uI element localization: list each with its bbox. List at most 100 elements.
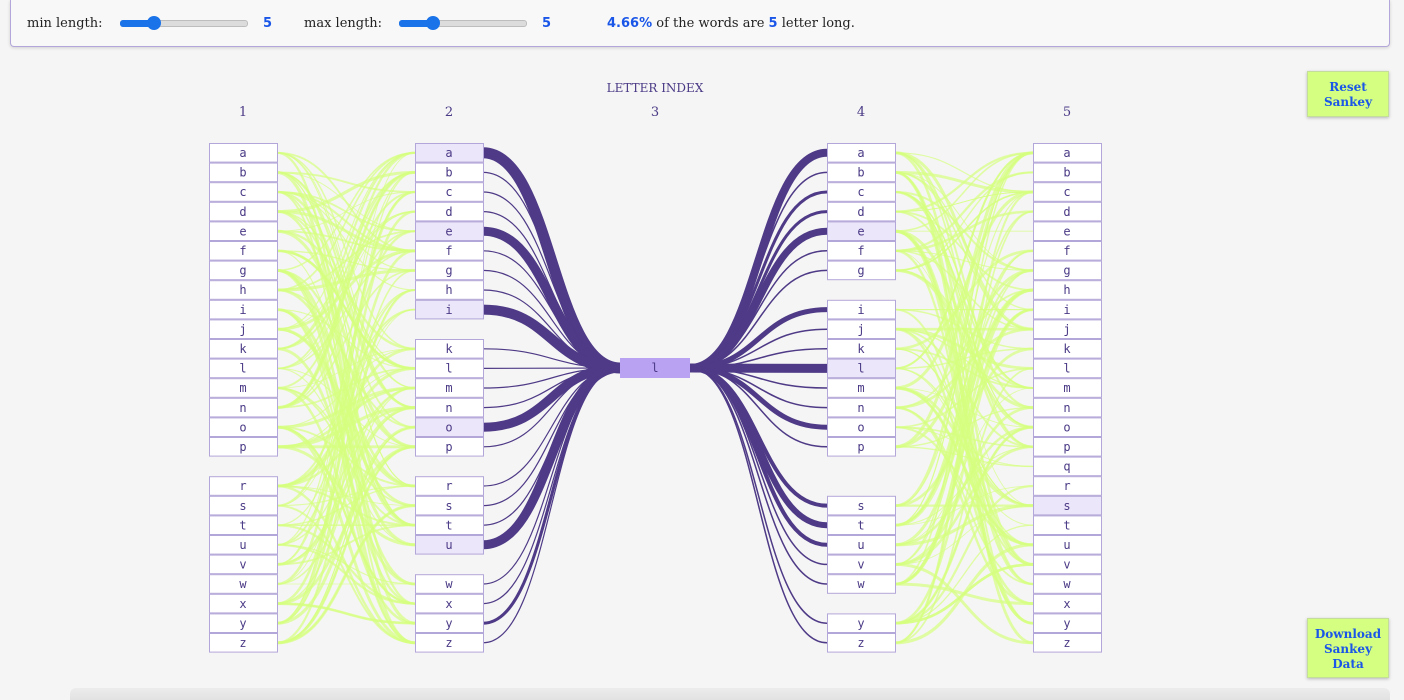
- node-5-t: [1033, 515, 1102, 536]
- node-1-c: [209, 182, 278, 202]
- node-4-a: [827, 143, 896, 163]
- node-label-5-q: q: [1063, 460, 1070, 474]
- column-header-1: 1: [239, 105, 247, 120]
- node-2-o: [415, 417, 484, 437]
- node-2-c: [415, 182, 484, 202]
- node-label-5-r: r: [1063, 479, 1070, 493]
- min-slider-thumb[interactable]: [147, 16, 161, 30]
- node-1-h: [209, 280, 278, 300]
- node-2-i: [415, 299, 484, 320]
- node-label-2-i: i: [445, 303, 452, 317]
- flow-col2-p: [482, 367, 621, 448]
- col1-col2-flow: [276, 151, 416, 350]
- col4-col5-flow: [894, 446, 1034, 468]
- node-label-4-b: b: [857, 166, 864, 180]
- node-5-y: [1033, 613, 1102, 634]
- node-label-5-y: y: [1063, 616, 1070, 630]
- node-2-m: [415, 378, 484, 398]
- node-5-d: [1033, 201, 1102, 222]
- node-5-e: [1033, 221, 1102, 241]
- col4-col5-flow: [894, 152, 1034, 585]
- node-label-4-t: t: [857, 518, 864, 532]
- node-label-1-a: a: [239, 146, 246, 160]
- node-1-x: [209, 593, 278, 614]
- col4-col5-flow: [894, 562, 1034, 645]
- node-5-j: [1033, 319, 1102, 339]
- node-label-4-z: z: [857, 636, 864, 650]
- max-slider-fill: [399, 20, 433, 27]
- node-2-r: [415, 476, 484, 496]
- col4-col5-flow: [894, 210, 1034, 644]
- node-2-e: [415, 221, 484, 241]
- node-5-q: [1033, 456, 1102, 477]
- flow-col4-g: [689, 269, 828, 369]
- node-label-1-n: n: [239, 401, 246, 415]
- node-label-4-v: v: [857, 558, 864, 572]
- node-label-2-d: d: [445, 205, 452, 219]
- col4-col5-flow: [894, 269, 1034, 527]
- reset-sankey-button[interactable]: Reset Sankey: [1307, 71, 1389, 117]
- node-label-2-m: m: [445, 381, 452, 395]
- col1-col2-flow: [276, 485, 416, 526]
- col4-col5-flow: [894, 406, 1034, 585]
- node-label-1-x: x: [239, 597, 246, 611]
- dark-flows: [482, 147, 828, 644]
- node-5-l: [1033, 358, 1102, 379]
- node-1-n: [209, 397, 278, 418]
- max-length-label: max length:: [304, 16, 383, 31]
- max-slider-thumb[interactable]: [426, 16, 440, 30]
- summary-percent: 4.66%: [607, 16, 653, 31]
- col4-col5-flow: [894, 505, 1034, 565]
- node-label-4-d: d: [857, 205, 864, 219]
- col1-col2-flow: [276, 190, 416, 586]
- letter-nodes: abcdefghijklmnoprstuvwxyzabcdefghiklmnop…: [209, 143, 1102, 653]
- node-1-t: [209, 515, 278, 536]
- node-5-c: [1033, 182, 1102, 202]
- max-length-slider[interactable]: [399, 16, 527, 30]
- download-sankey-data-button[interactable]: Download Sankey Data: [1307, 618, 1389, 678]
- col1-col2-flow: [276, 602, 416, 625]
- node-label-5-f: f: [1063, 244, 1070, 258]
- node-4-t: [827, 515, 896, 536]
- node-1-g: [209, 260, 278, 281]
- node-label-5-x: x: [1063, 597, 1070, 611]
- node-5-m: [1033, 378, 1102, 398]
- node-label-1-k: k: [239, 342, 247, 356]
- node-1-j: [209, 319, 278, 339]
- node-4-c: [827, 182, 896, 202]
- node-4-l: [827, 358, 896, 379]
- flow-col2-i: [482, 304, 621, 373]
- node-1-d: [209, 201, 278, 222]
- flow-col2-z: [482, 367, 621, 644]
- node-label-1-r: r: [239, 479, 246, 493]
- node-2-w: [415, 574, 484, 594]
- col1-col2-flow: [276, 230, 416, 507]
- flow-col2-u: [482, 363, 621, 550]
- node-label-2-z: z: [445, 636, 452, 650]
- col1-col2-flow: [276, 288, 416, 644]
- node-label-4-w: w: [857, 577, 865, 591]
- node-5-n: [1033, 397, 1102, 418]
- node-label-2-f: f: [445, 244, 452, 258]
- node-4-z: [827, 633, 896, 653]
- col1-col2-flow: [276, 426, 416, 644]
- node-1-m: [209, 378, 278, 398]
- column-header-3: 3: [651, 105, 659, 120]
- column-header-2: 2: [445, 105, 453, 120]
- node-label-5-o: o: [1063, 420, 1070, 434]
- node-label-4-c: c: [857, 185, 864, 199]
- col4-col5-flow: [894, 308, 1034, 625]
- node-label-1-s: s: [239, 499, 246, 513]
- node-1-b: [209, 162, 278, 183]
- node-label-1-f: f: [239, 244, 246, 258]
- node-label-1-l: l: [239, 362, 246, 376]
- min-slider-fill: [120, 20, 154, 27]
- min-length-slider[interactable]: [120, 16, 248, 30]
- download-label-3: Data: [1332, 657, 1364, 671]
- col4-col5-flow: [894, 151, 1034, 449]
- node-4-n: [827, 397, 896, 418]
- node-1-y: [209, 613, 278, 634]
- center-node-label: l: [651, 361, 658, 375]
- col1-col2-flow: [276, 152, 416, 565]
- node-label-2-o: o: [445, 420, 452, 434]
